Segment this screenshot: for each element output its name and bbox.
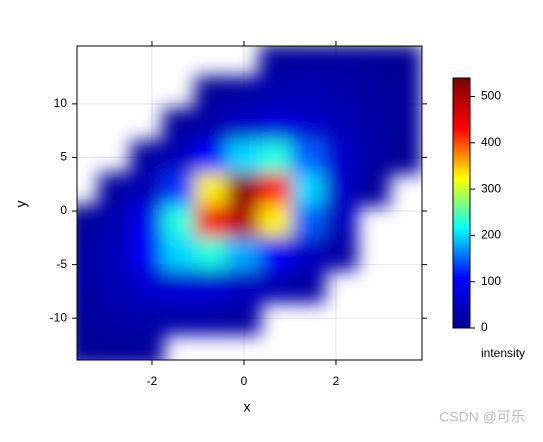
watermark: CSDN @可乐 [439,409,525,425]
heatmap-cell [387,46,422,79]
heatmap-cell [130,268,165,304]
heatmap-cell [194,172,229,207]
heatmap-cell [77,333,101,360]
heatmap-cell [259,140,294,175]
x-tick-label: -2 [147,374,158,388]
heatmap-cell [130,333,165,360]
heatmap-cell [259,76,294,111]
heatmap-cell [291,204,326,239]
heatmap-cell [323,204,358,239]
heatmap-cell [98,301,133,336]
heatmap-cell [323,140,358,175]
heatmap-cell [162,172,197,207]
heatmap-cell [194,140,229,175]
heatmap-cell [130,172,165,207]
heatmap-cell [194,108,229,143]
colorbar-tick-label: 300 [481,181,501,195]
heatmap-cell [130,236,165,271]
y-tick-label: -10 [50,310,68,324]
colorbar-tick-label: 100 [481,274,501,288]
heatmap-cell [291,46,326,79]
plot-frame [76,45,423,361]
x-tick-label: 2 [333,374,340,388]
heatmap-area [77,46,422,360]
heatmap-cell [162,236,197,271]
colorbar-tick-label: 500 [481,89,501,103]
heatmap-cell [259,108,294,143]
heatmap-cell [259,204,294,239]
heatmap-cell [194,76,229,111]
heatmap-cell [323,108,358,143]
heatmap-cell [226,140,262,175]
heatmap-cell [162,140,197,175]
y-tick-label: -5 [56,257,67,271]
heatmap-cell [194,268,229,304]
heatmap-cell [98,172,133,207]
heatmap-cell [291,108,326,143]
heatmap-cell [130,140,165,175]
heatmap-cell [291,268,326,304]
colorbar-label: intensity [481,346,525,360]
heatmap-cell [162,204,197,239]
heatmap-cell [387,76,422,111]
heatmap-cell [355,108,390,143]
heatmap-cell [77,301,101,336]
heatmap-cell [226,76,262,111]
heatmap-cell [98,268,133,304]
heatmap-cell [77,268,101,304]
heatmap-cell [162,268,197,304]
heatmap-cell [387,108,422,143]
heatmap-cell [291,76,326,111]
heatmap-cell [194,204,229,239]
heatmap-cell [226,172,262,207]
heatmap-cell [323,236,358,271]
colorbar-tick-label: 0 [481,320,488,334]
y-tick-label: 10 [54,96,68,110]
heatmap-cell [387,140,422,175]
heatmap-cell [162,301,197,336]
heatmap-cell [194,301,229,336]
heatmap-cell [259,46,294,79]
heatmap-cell [355,172,390,207]
x-axis-label: x [244,399,251,415]
heatmap-cell [77,236,101,271]
heatmap-cell [355,46,390,79]
heatmap-cell [226,108,262,143]
x-tick-label: 0 [241,374,248,388]
heatmap-cell [77,204,101,239]
heatmap-cell [355,140,390,175]
heatmap-cell [291,140,326,175]
heatmap-cell [98,236,133,271]
heatmap-cell [130,204,165,239]
heatmap-cell [323,172,358,207]
heatmap-cell [259,172,294,207]
colorbar-tick-label: 400 [481,135,501,149]
heatmap-cell [323,46,358,79]
heatmap-cells [77,46,422,360]
heatmap-cell [98,333,133,360]
heatmap-cell [98,204,133,239]
heatmap-cell [162,108,197,143]
heatmap-cell [355,76,390,111]
heatmap-cell [291,236,326,271]
colorbar [452,77,471,329]
heatmap-cell [226,268,262,304]
y-axis-label: y [13,201,29,208]
y-tick-label: 5 [60,150,67,164]
heatmap-cell [226,236,262,271]
heatmap-cell [194,236,229,271]
heatmap-cell [226,301,262,336]
heatmap-cell [130,301,165,336]
colorbar-tick-label: 200 [481,228,501,242]
heatmap-cell [259,236,294,271]
heatmap-cell [291,172,326,207]
heatmap-cell [226,204,262,239]
heatmap-cell [259,268,294,304]
heatmap-cell [323,76,358,111]
y-tick-label: 0 [60,203,67,217]
